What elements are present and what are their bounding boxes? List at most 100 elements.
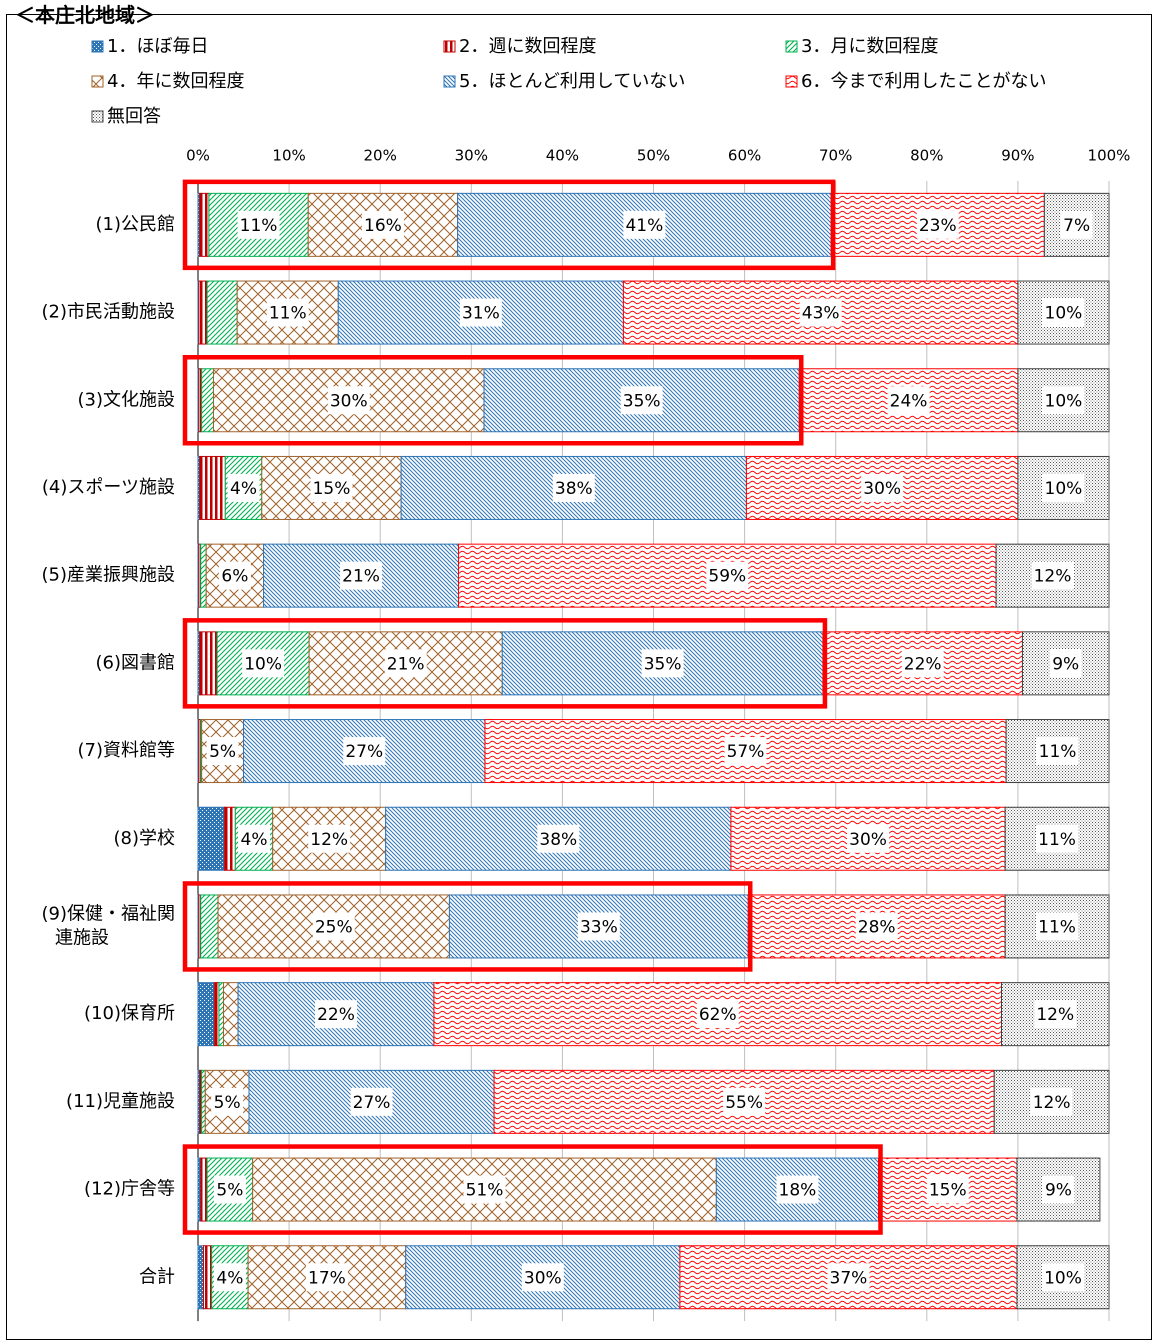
category-label-line: (8)学校 [114,828,176,849]
legend-swatch [91,75,104,88]
data-label: 5% [216,1181,243,1201]
data-label-bg [855,912,898,941]
category-label: (10)保育所 [84,1003,175,1024]
data-label-bg [305,1263,348,1292]
data-label: 30% [524,1268,562,1288]
category-label-line: (6)図書館 [96,652,176,673]
data-label-bg [227,473,260,502]
x-tick-label: 70% [819,147,852,165]
data-label-bg [521,1263,564,1292]
chart-frame: ＜本庄北地域＞ [6,3,1152,1340]
data-label: 11% [269,304,307,324]
data-label-bg [218,561,251,590]
data-label: 28% [858,917,896,937]
x-tick-label: 10% [272,147,305,165]
data-label: 31% [462,304,500,324]
data-label: 5% [209,742,236,762]
category-label: (5)産業振興施設 [42,565,176,586]
data-label: 5% [214,1093,241,1113]
data-label: 57% [727,742,765,762]
data-label: 27% [345,742,383,762]
data-label-bg [213,1175,246,1204]
data-label: 4% [230,479,257,499]
data-label-bg [620,386,663,415]
data-label-bg [799,298,842,327]
legend-item: 4．年に数回程度 [91,71,244,92]
highlight-box [182,1144,883,1235]
category-label-line: 合計 [139,1266,175,1287]
legend-swatch [443,75,456,88]
x-tick-label: 0% [186,147,210,165]
data-label: 10% [1044,1268,1082,1288]
data-label: 12% [310,830,348,850]
data-label-bg [1042,386,1085,415]
category-label: (6)図書館 [96,652,176,673]
bar-segment [199,455,226,520]
data-label: 30% [330,391,368,411]
data-label-bg [552,473,595,502]
data-label-bg [706,561,749,590]
category-label-line: (9)保健・福祉関 [42,903,176,924]
data-label-bg [310,473,353,502]
data-label: 38% [555,479,593,499]
bar-segment [198,280,208,345]
category-label-line: (2)市民活動施設 [42,302,176,323]
data-label: 41% [625,216,663,236]
bar-segment [201,1069,206,1134]
data-label-bg [340,561,383,590]
data-label: 62% [699,1005,737,1025]
region-title: ＜本庄北地域＞ [15,3,155,27]
data-label: 12% [1036,1005,1074,1025]
data-label: 10% [1045,479,1083,499]
data-label-bg [623,210,666,239]
data-label-bg [459,298,502,327]
data-label: 15% [929,1181,967,1201]
data-label-bg [211,1087,244,1116]
x-tick-label: 50% [637,147,670,165]
x-tick-label: 60% [728,147,761,165]
data-label-bg [350,1087,393,1116]
data-label-bg [926,1175,969,1204]
data-label: 43% [802,304,840,324]
data-label-bg [537,824,580,853]
data-label-bg [1041,1263,1084,1292]
data-label: 18% [779,1181,817,1201]
legend-swatch [785,75,798,88]
data-label: 27% [353,1093,391,1113]
data-label: 11% [240,216,278,236]
legend-label: 4．年に数回程度 [107,71,244,92]
data-label: 4% [216,1268,243,1288]
bar-segment [223,982,239,1047]
data-label: 30% [849,830,887,850]
legend-item: 無回答 [91,106,161,127]
data-label-bg [237,210,280,239]
highlight-box [182,179,836,271]
data-label: 24% [890,391,928,411]
data-label-bg [901,649,944,678]
category-label: (11)児童施設 [66,1091,175,1112]
data-label-bg [1036,912,1079,941]
data-label-bg [242,649,285,678]
data-label-bg [1036,824,1079,853]
legend-item: 1．ほぼ毎日 [91,36,208,57]
data-label: 33% [580,917,618,937]
category-label-line: (12)庁舎等 [84,1179,175,1200]
category-label: (4)スポーツ施設 [42,477,175,498]
legend-label: 5．ほとんど利用していない [459,71,685,92]
bar-segment [218,982,225,1047]
data-label-bg [206,737,239,766]
data-label-bg [916,210,959,239]
legend-label: 2．週に数回程度 [459,36,596,57]
data-label: 22% [904,654,942,674]
category-label: (7)資料館等 [78,740,176,761]
data-label: 10% [1045,391,1083,411]
data-label-bg [1042,473,1085,502]
bar-segment [201,368,214,433]
bar-segment [200,543,207,608]
data-label: 6% [221,567,248,587]
data-label: 4% [241,830,268,850]
legend-label: 1．ほぼ毎日 [107,36,208,57]
x-tick-label: 90% [1001,147,1034,165]
data-label: 15% [313,479,351,499]
